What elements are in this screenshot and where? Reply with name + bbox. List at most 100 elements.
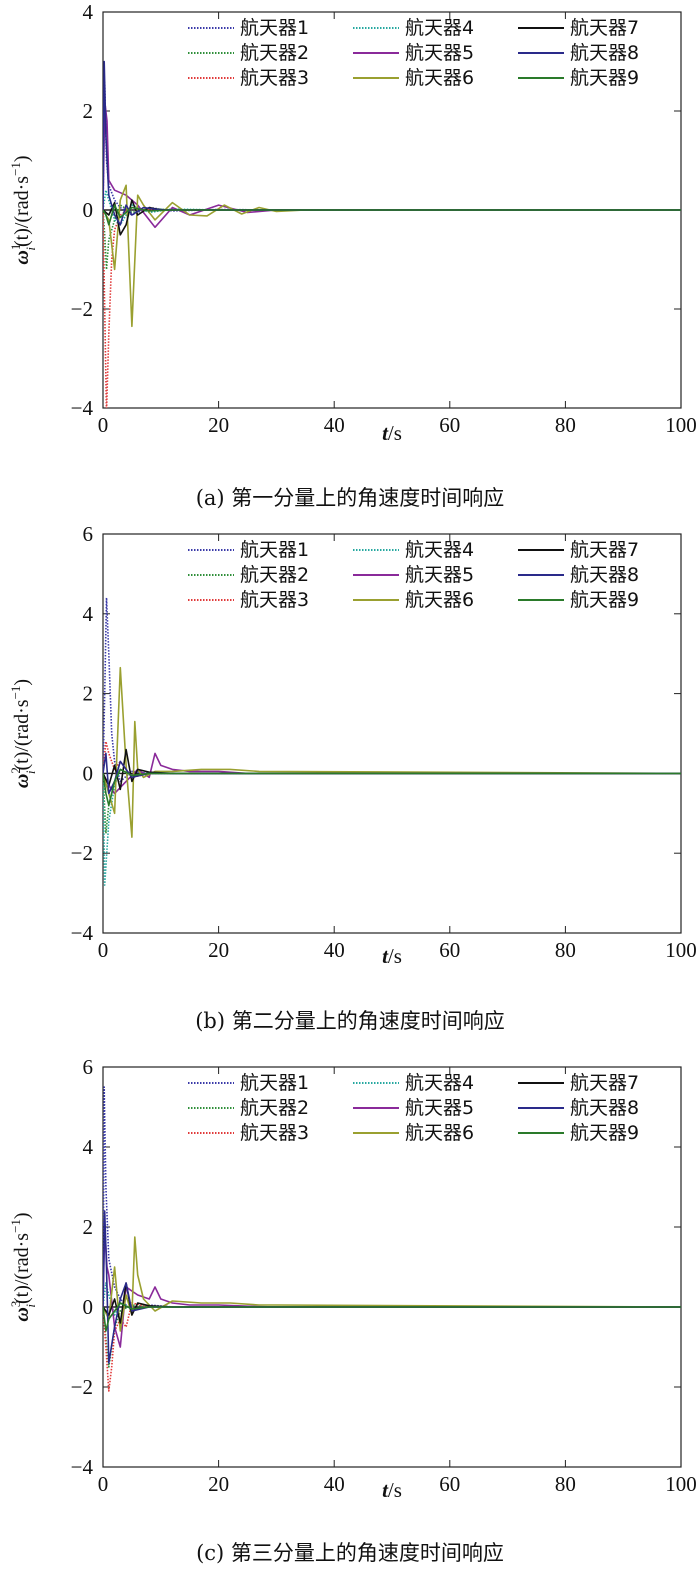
legend-label-c-6: 航天器6 bbox=[405, 1122, 474, 1144]
series-line-c-4 bbox=[103, 1282, 681, 1316]
series-line-c-1 bbox=[103, 1086, 681, 1312]
legend-label-a-6: 航天器6 bbox=[405, 67, 474, 89]
x-axis-label-c: t/s bbox=[382, 1478, 402, 1502]
x-tick-label-b: 100 bbox=[665, 938, 697, 962]
y-tick-label-a: −2 bbox=[71, 297, 93, 321]
series-line-a-1 bbox=[103, 80, 681, 216]
y-axis-label-c: ω3i(t)/(rad·s−1) bbox=[8, 1212, 38, 1321]
legend-label-c-3: 航天器3 bbox=[240, 1122, 309, 1144]
y-tick-label-c: 2 bbox=[83, 1215, 94, 1239]
legend-label-b-7: 航天器7 bbox=[570, 539, 639, 561]
legend-label-b-8: 航天器8 bbox=[570, 564, 639, 586]
series-group-c bbox=[103, 1086, 681, 1392]
y-tick-label-b: −2 bbox=[71, 841, 93, 865]
y-tick-label-a: 0 bbox=[83, 198, 94, 222]
legend-label-c-9: 航天器9 bbox=[570, 1122, 639, 1144]
chart-a: 0 20 40 60 80 100 −4 −2 0 2 4 t/s ω1i(t)/(rad·s−1) 航天… bbox=[8, 0, 697, 445]
legend-label-a-2: 航天器2 bbox=[240, 42, 309, 64]
y-axis-label-a: ω1i(t)/(rad·s−1) bbox=[8, 155, 38, 264]
y-tick-label-c: 4 bbox=[83, 1135, 94, 1159]
legend-label-c-2: 航天器2 bbox=[240, 1097, 309, 1119]
y-tick-label-b: 4 bbox=[83, 602, 94, 626]
y-tick-label-a: −4 bbox=[71, 396, 94, 420]
legend-label-b-6: 航天器6 bbox=[405, 589, 474, 611]
y-tick-label-b: 2 bbox=[83, 682, 94, 706]
legend-label-a-5: 航天器5 bbox=[405, 42, 474, 64]
x-tick-label-a: 0 bbox=[98, 413, 109, 437]
chart-panel-b: 0 20 40 60 80 100 −4 −2 0 2 4 6 t/s ω2i(t)/(rad·s−1) 航… bbox=[0, 525, 700, 1050]
x-tick-label-a: 60 bbox=[439, 413, 460, 437]
x-tick-label-a: 40 bbox=[324, 413, 345, 437]
caption-c: (c) 第三分量上的角速度时间响应 bbox=[196, 1541, 504, 1565]
x-tick-label-c: 80 bbox=[555, 1472, 576, 1496]
series-line-a-4 bbox=[103, 189, 681, 226]
series-line-a-5 bbox=[103, 100, 681, 229]
legend-label-b-3: 航天器3 bbox=[240, 589, 309, 611]
series-line-b-6 bbox=[103, 666, 681, 839]
legend-label-c-5: 航天器5 bbox=[405, 1097, 474, 1119]
svg-text:ω3i(t)/(rad·s−1): ω3i(t)/(rad·s−1) bbox=[8, 1212, 38, 1321]
series-line-b-1 bbox=[103, 597, 681, 783]
y-axis-label-b: ω2i(t)/(rad·s−1) bbox=[8, 679, 38, 788]
svg-text:ω2i(t)/(rad·s−1): ω2i(t)/(rad·s−1) bbox=[8, 679, 38, 788]
series-group-a bbox=[103, 60, 681, 408]
series-line-a-3 bbox=[103, 206, 681, 408]
x-tick-label-b: 40 bbox=[324, 938, 345, 962]
x-tick-label-a: 80 bbox=[555, 413, 576, 437]
legend-label-a-7: 航天器7 bbox=[570, 17, 639, 39]
x-tick-label-b: 80 bbox=[555, 938, 576, 962]
legend-label-a-4: 航天器4 bbox=[405, 17, 474, 39]
y-tick-label-b: 0 bbox=[83, 761, 94, 785]
legend-label-b-1: 航天器1 bbox=[240, 539, 309, 561]
x-tick-label-b: 0 bbox=[98, 938, 109, 962]
caption-b: (b) 第二分量上的角速度时间响应 bbox=[195, 1009, 505, 1033]
legend-label-a-1: 航天器1 bbox=[240, 17, 309, 39]
series-line-c-6 bbox=[103, 1236, 681, 1332]
x-tick-label-b: 60 bbox=[439, 938, 460, 962]
x-tick-label-b: 20 bbox=[208, 938, 229, 962]
legend-label-c-1: 航天器1 bbox=[240, 1072, 309, 1094]
chart-panel-a: 0 20 40 60 80 100 −4 −2 0 2 4 t/s ω1i(t)/(rad·s−1) 航天… bbox=[0, 0, 700, 525]
y-tick-label-b: 6 bbox=[83, 525, 94, 546]
x-axis-label-a: t/s bbox=[382, 421, 402, 445]
series-line-b-4 bbox=[103, 768, 681, 886]
y-tick-label-b: −4 bbox=[71, 921, 94, 945]
y-tick-label-c: 0 bbox=[83, 1295, 94, 1319]
x-tick-label-a: 20 bbox=[208, 413, 229, 437]
series-line-c-5 bbox=[103, 1226, 681, 1348]
legend-label-b-4: 航天器4 bbox=[405, 539, 474, 561]
legend-label-c-8: 航天器8 bbox=[570, 1097, 639, 1119]
legend-label-c-7: 航天器7 bbox=[570, 1072, 639, 1094]
chart-c: 0 20 40 60 80 100 −4 −2 0 2 4 6 t/s ω3i(t)/(rad·s−1) 航… bbox=[8, 1055, 697, 1502]
legend-label-b-5: 航天器5 bbox=[405, 564, 474, 586]
y-tick-label-c: 6 bbox=[83, 1055, 94, 1079]
y-tick-label-c: −4 bbox=[71, 1455, 94, 1479]
x-tick-label-c: 100 bbox=[665, 1472, 697, 1496]
x-axis-label-b: t/s bbox=[382, 944, 402, 968]
series-line-b-9 bbox=[103, 768, 681, 807]
legend-label-a-8: 航天器8 bbox=[570, 42, 639, 64]
series-line-c-3 bbox=[103, 1302, 681, 1392]
y-tick-label-c: −2 bbox=[71, 1375, 93, 1399]
chart-b: 0 20 40 60 80 100 −4 −2 0 2 4 6 t/s ω2i(t)/(rad·s−1) 航… bbox=[8, 525, 697, 968]
y-tick-label-a: 2 bbox=[83, 99, 94, 123]
x-tick-label-a: 100 bbox=[665, 413, 697, 437]
legend-label-b-9: 航天器9 bbox=[570, 589, 639, 611]
series-line-a-9 bbox=[103, 204, 681, 226]
svg-text:ω1i(t)/(rad·s−1): ω1i(t)/(rad·s−1) bbox=[8, 155, 38, 264]
caption-a: (a) 第一分量上的角速度时间响应 bbox=[195, 486, 505, 510]
legend-label-b-2: 航天器2 bbox=[240, 564, 309, 586]
legend-label-a-9: 航天器9 bbox=[570, 67, 639, 89]
x-tick-label-c: 0 bbox=[98, 1472, 109, 1496]
x-tick-label-c: 60 bbox=[439, 1472, 460, 1496]
plot-frame-b bbox=[102, 533, 682, 934]
series-line-c-8 bbox=[103, 1210, 681, 1364]
series-line-c-7 bbox=[103, 1282, 681, 1324]
x-tick-label-c: 20 bbox=[208, 1472, 229, 1496]
series-line-b-2 bbox=[103, 768, 681, 835]
series-group-b bbox=[103, 597, 681, 886]
series-line-a-7 bbox=[103, 199, 681, 236]
chart-panel-c: 0 20 40 60 80 100 −4 −2 0 2 4 6 t/s ω3i(t)/(rad·s−1) 航… bbox=[0, 1050, 700, 1575]
series-line-a-6 bbox=[103, 184, 681, 328]
series-line-c-2 bbox=[103, 1304, 681, 1368]
